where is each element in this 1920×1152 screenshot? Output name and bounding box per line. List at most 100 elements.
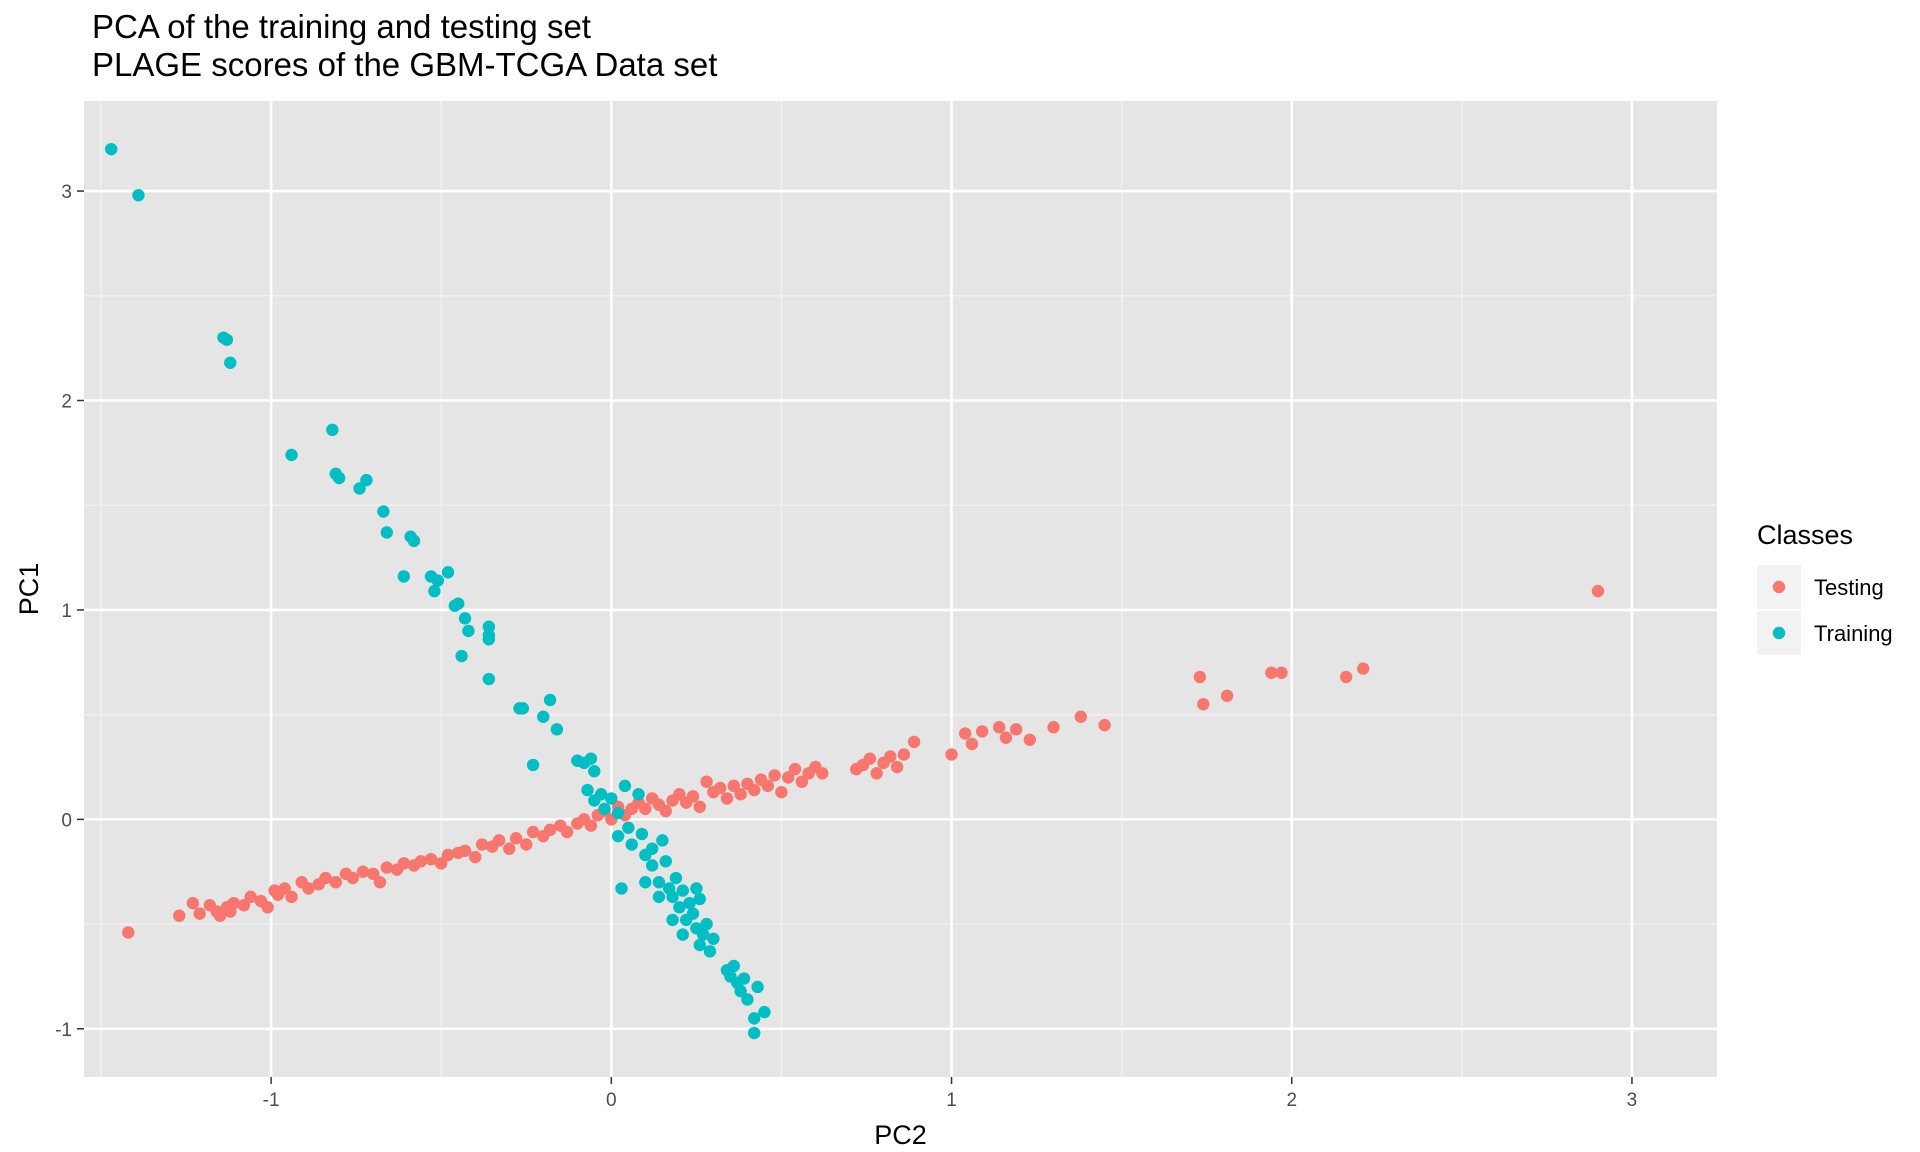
- data-points: [105, 142, 1605, 1040]
- x-tick-label: -1: [263, 1090, 280, 1111]
- point-training: [690, 882, 703, 895]
- point-training: [703, 945, 717, 958]
- point-training: [707, 932, 720, 945]
- point-testing: [870, 767, 883, 780]
- point-testing: [213, 909, 227, 922]
- point-testing: [1220, 689, 1234, 703]
- legend-key-dot: [1772, 580, 1786, 594]
- y-tick-label: 0: [61, 810, 72, 831]
- point-training: [516, 702, 530, 715]
- point-testing: [720, 792, 734, 805]
- point-testing: [890, 760, 904, 774]
- point-training: [441, 566, 455, 579]
- point-training: [615, 882, 628, 895]
- point-testing: [458, 844, 472, 858]
- point-training: [676, 928, 689, 941]
- point-training: [656, 834, 669, 847]
- point-training: [598, 802, 611, 816]
- point-testing: [768, 769, 781, 782]
- point-training: [676, 884, 689, 897]
- point-testing: [975, 725, 989, 738]
- point-training: [652, 876, 666, 889]
- point-training: [285, 448, 298, 462]
- point-testing: [1074, 710, 1088, 723]
- legend: Classes Testing Training: [1757, 520, 1893, 655]
- point-testing: [584, 819, 598, 832]
- point-training: [727, 959, 740, 973]
- point-testing: [673, 788, 686, 801]
- point-training: [407, 534, 421, 548]
- point-training: [332, 471, 346, 485]
- point-training: [360, 473, 373, 487]
- point-testing: [526, 825, 540, 839]
- point-training: [758, 1005, 771, 1019]
- point-testing: [884, 750, 897, 763]
- point-training: [686, 907, 700, 920]
- point-training: [380, 526, 393, 539]
- point-training: [666, 890, 679, 904]
- point-training: [693, 892, 706, 906]
- legend-key-dot: [1772, 626, 1786, 640]
- point-training: [652, 890, 666, 904]
- point-testing: [659, 804, 672, 818]
- point-testing: [397, 857, 410, 870]
- point-testing: [560, 825, 574, 839]
- point-training: [734, 984, 747, 998]
- point-training: [105, 142, 118, 156]
- point-testing: [795, 775, 809, 788]
- point-training: [741, 993, 754, 1006]
- point-testing: [261, 901, 274, 914]
- point-training: [581, 783, 594, 797]
- y-tick-label: -1: [55, 1020, 72, 1041]
- point-testing: [278, 882, 291, 895]
- point-testing: [713, 781, 727, 795]
- point-training: [748, 1026, 761, 1040]
- point-testing: [543, 823, 557, 837]
- major-gridlines: [84, 101, 1717, 1077]
- point-testing: [1275, 666, 1288, 679]
- point-testing: [1193, 670, 1207, 684]
- point-testing: [1591, 584, 1605, 598]
- legend-label: Training: [1814, 621, 1893, 646]
- point-training: [526, 758, 540, 772]
- point-training: [622, 821, 635, 834]
- x-tick-label: 0: [606, 1090, 617, 1111]
- point-testing: [999, 731, 1013, 744]
- point-testing: [193, 907, 206, 920]
- point-testing: [173, 909, 186, 922]
- point-testing: [782, 771, 795, 784]
- point-testing: [186, 896, 200, 910]
- point-testing: [1339, 670, 1353, 684]
- point-testing: [356, 865, 370, 878]
- point-testing: [366, 867, 380, 881]
- y-axis-title: PC1: [14, 563, 44, 616]
- x-tick-label: 1: [946, 1090, 957, 1111]
- point-testing: [346, 871, 359, 885]
- point-testing: [520, 838, 533, 851]
- point-testing: [945, 748, 958, 761]
- point-testing: [509, 832, 523, 845]
- point-training: [588, 765, 601, 778]
- y-tick-label: 2: [61, 392, 72, 413]
- point-testing: [700, 775, 713, 788]
- y-tick-label: 3: [61, 182, 72, 203]
- chart-subtitle: PLAGE scores of the GBM-TCGA Data set: [92, 46, 718, 83]
- point-training: [748, 1012, 761, 1025]
- point-testing: [727, 779, 740, 793]
- point-testing: [424, 852, 438, 866]
- point-testing: [734, 788, 747, 801]
- x-tick-label: 2: [1286, 1090, 1297, 1111]
- point-testing: [380, 861, 393, 874]
- point-testing: [748, 783, 761, 797]
- point-testing: [788, 762, 802, 776]
- point-testing: [693, 800, 706, 814]
- point-testing: [469, 850, 482, 864]
- point-training: [326, 423, 339, 437]
- point-training: [605, 792, 618, 805]
- point-training: [537, 710, 550, 723]
- point-testing: [227, 896, 240, 910]
- point-training: [611, 829, 625, 843]
- point-training: [584, 752, 598, 765]
- point-training: [220, 333, 234, 346]
- point-training: [377, 505, 390, 518]
